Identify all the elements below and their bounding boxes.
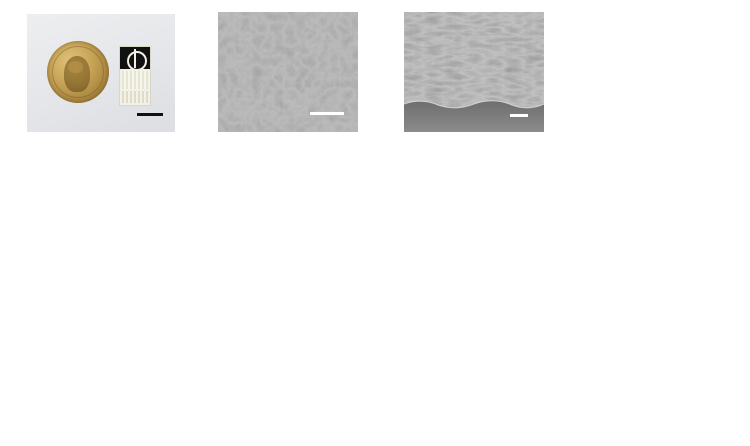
cv-plot-analyte xyxy=(186,148,374,298)
panel-i-selectivity-chart xyxy=(0,298,188,446)
panel-f-cv-chart xyxy=(186,148,374,298)
panel-b-scale-bar xyxy=(310,112,344,115)
panel-l-stability-chart xyxy=(558,298,750,446)
selectivity-plot-glu xyxy=(186,298,374,446)
cv-plot-ferricyanide xyxy=(0,148,188,298)
panel-h-step-chart xyxy=(558,148,750,298)
panel-c-texture xyxy=(404,12,544,132)
panel-g-it-chart xyxy=(372,148,562,298)
panel-a-photo xyxy=(27,14,175,132)
panel-c-sem xyxy=(404,12,544,132)
stability-plot-2 xyxy=(558,298,750,446)
panel-b-texture xyxy=(218,12,358,132)
panel-a-scale-bar xyxy=(137,113,163,116)
stability-plot-1 xyxy=(372,298,562,446)
panel-b-sem xyxy=(218,12,358,132)
panel-j-selectivity-chart xyxy=(186,298,374,446)
panel-c-scale-bar xyxy=(510,114,528,117)
amperometric-staircase-glu xyxy=(558,148,750,298)
panel-d-raman-chart xyxy=(560,6,750,146)
amperometric-plot-hb xyxy=(372,148,562,298)
sensor-chip-image xyxy=(119,46,151,106)
panel-k-stability-chart xyxy=(372,298,562,446)
coin-image xyxy=(47,41,109,103)
selectivity-plot-hb xyxy=(0,298,188,446)
panel-e-cv-chart xyxy=(0,148,188,298)
raman-plot xyxy=(560,6,750,146)
